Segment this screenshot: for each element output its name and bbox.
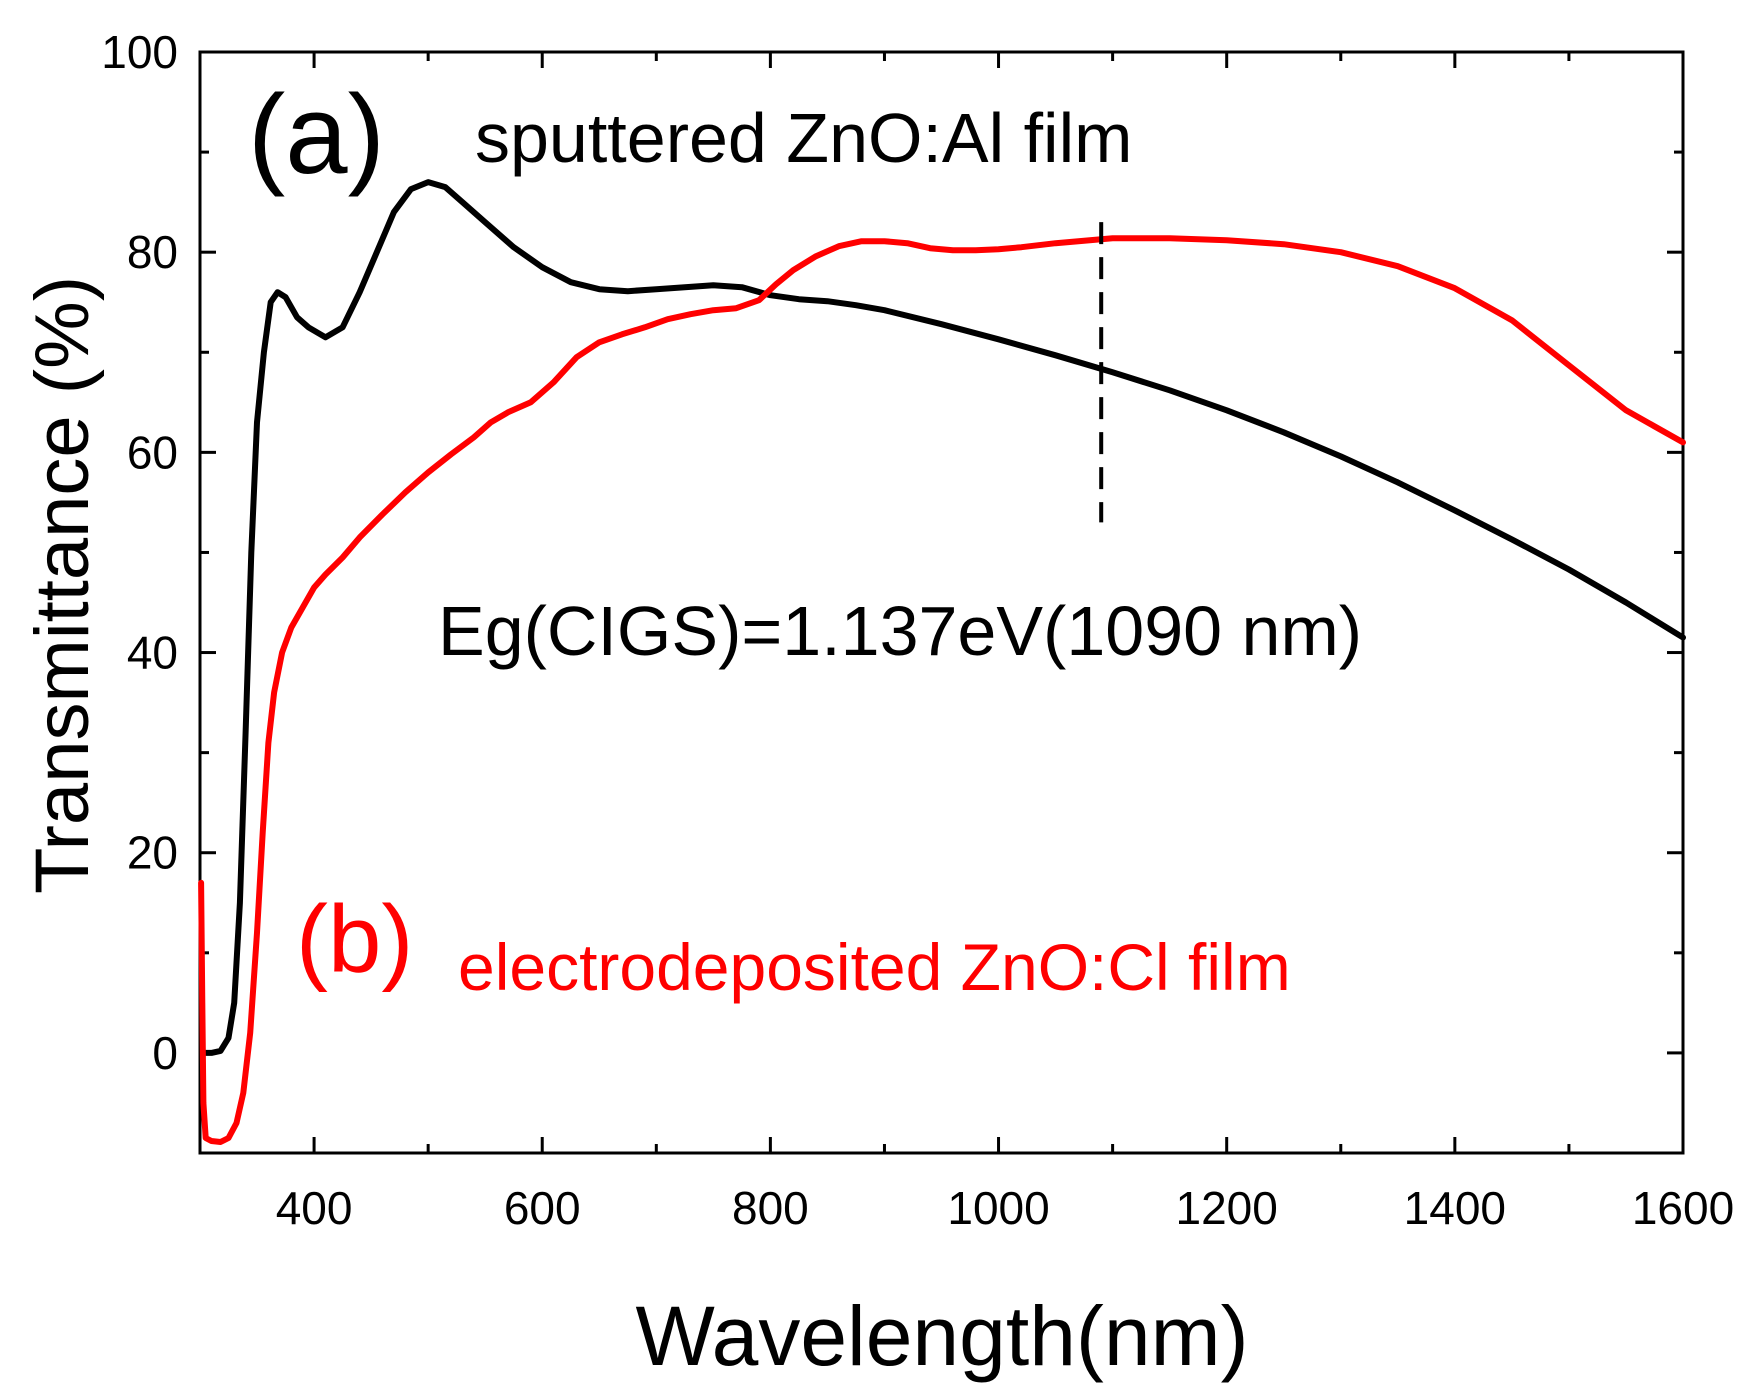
- panel-b-label: (b): [296, 886, 413, 993]
- x-axis-title: Wavelength(nm): [635, 1289, 1248, 1383]
- series-line-electrodeposited: [198, 235, 1686, 1145]
- series-line-sputtered: [200, 179, 1686, 1056]
- plot-frame-group: [198, 50, 1685, 1155]
- y-tick-label: 20: [127, 827, 178, 879]
- panel-a-label: (a): [248, 72, 385, 197]
- x-tick-label: 400: [276, 1182, 353, 1234]
- electrodeposited-film-label: electrodeposited ZnO:Cl film: [458, 930, 1291, 1004]
- y-tick-label: 100: [101, 26, 178, 78]
- ticks-group: 400 600 800 1000 1200 1400 1600 0 20 40 60 80 100: [101, 26, 1734, 1234]
- x-tick-label: 1600: [1632, 1182, 1734, 1234]
- sputtered-film-label: sputtered ZnO:Al film: [475, 99, 1132, 177]
- bandgap-annotation: Eg(CIGS)=1.137eV(1090 nm): [438, 592, 1362, 670]
- x-tick-label: 1400: [1404, 1182, 1506, 1234]
- x-tick-label: 1000: [947, 1182, 1049, 1234]
- y-tick-label: 0: [152, 1027, 178, 1079]
- annotations-group: (a) sputtered ZnO:Al film Eg(CIGS)=1.137…: [248, 72, 1362, 1004]
- x-tick-label: 1200: [1176, 1182, 1278, 1234]
- x-tick-label: 800: [732, 1182, 809, 1234]
- y-tick-label: 80: [127, 226, 178, 278]
- x-tick-label: 600: [504, 1182, 581, 1234]
- y-tick-label: 40: [127, 627, 178, 679]
- plot-frame: [198, 50, 1685, 1155]
- y-tick-label: 60: [127, 426, 178, 478]
- y-axis-title: Transmittance (%): [20, 276, 105, 894]
